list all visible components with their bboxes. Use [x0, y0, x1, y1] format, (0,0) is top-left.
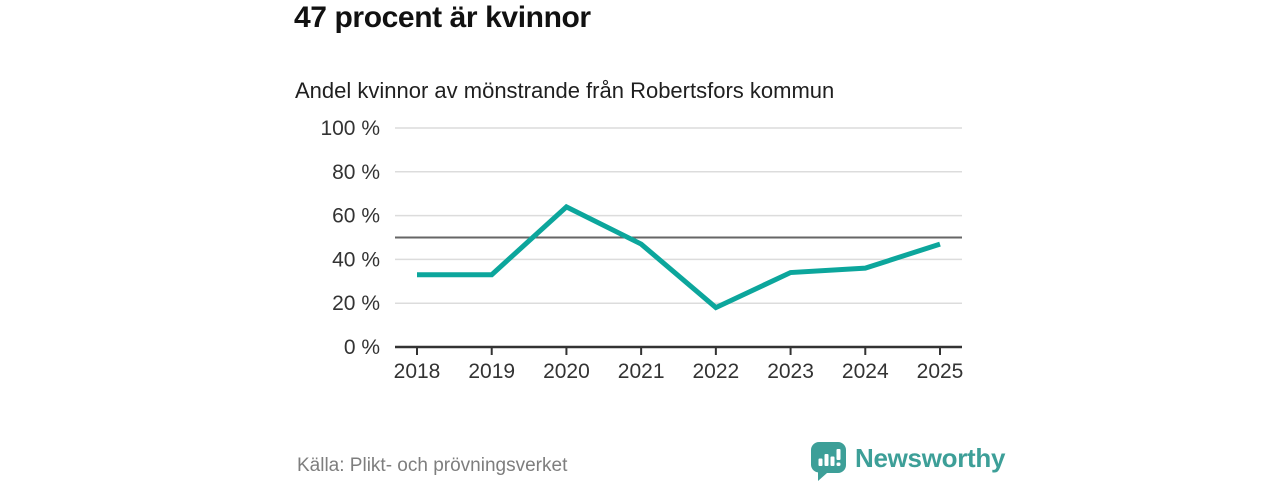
chart-subtitle: Andel kvinnor av mönstrande från Roberts… [295, 78, 835, 103]
y-tick-label: 60 % [332, 205, 380, 228]
x-tick-label: 2019 [468, 360, 515, 383]
y-tick-label: 100 % [320, 117, 380, 140]
source-note: Källa: Plikt- och prövningsverket [297, 455, 568, 476]
headline: 47 procent är kvinnor [294, 1, 591, 34]
y-tick-label: 20 % [332, 292, 380, 315]
x-tick-label: 2024 [842, 360, 889, 383]
x-tick-label: 2023 [767, 360, 814, 383]
y-tick-label: 40 % [332, 248, 380, 271]
x-tick-label: 2021 [618, 360, 665, 383]
x-tick-label: 2022 [692, 360, 739, 383]
newsworthy-bubble-chart-icon [811, 442, 846, 481]
y-tick-label: 80 % [332, 161, 380, 184]
newsworthy-wordmark: Newsworthy [855, 443, 1006, 473]
line-chart: 0 % 20 % 40 % 60 % 80 % 100 % 2018 2019 2020 2021… [320, 117, 964, 383]
newsworthy-logo: Newsworthy [811, 442, 1005, 482]
x-tick-label: 2020 [543, 360, 590, 383]
x-tick-label: 2018 [394, 360, 441, 383]
y-tick-label: 0 % [344, 336, 380, 359]
x-tick-label: 2025 [917, 360, 964, 383]
data-line [417, 203, 941, 311]
